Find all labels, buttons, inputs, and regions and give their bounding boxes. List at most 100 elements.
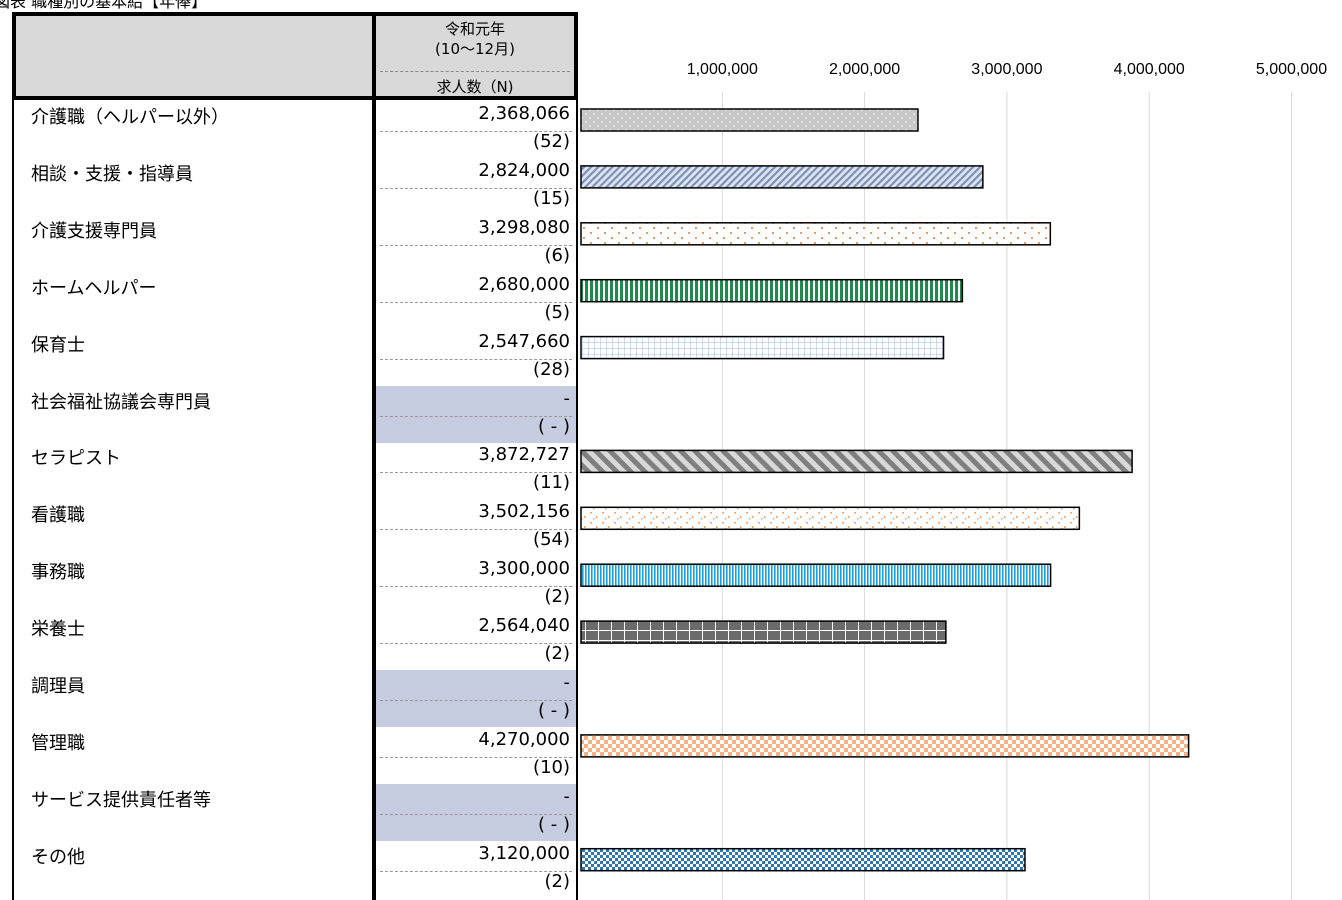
row-count: (2) <box>544 643 571 665</box>
cell-divider <box>380 700 572 701</box>
value-cell: 2,368,066 (52) <box>376 101 576 158</box>
bar-5 <box>580 335 945 360</box>
row-value: 2,564,040 <box>478 615 570 637</box>
cell-divider <box>380 813 572 815</box>
row-label: 介護職（ヘルパー以外） <box>31 107 229 128</box>
header-year: 令和元年 <box>444 20 505 38</box>
bar-7 <box>580 449 1133 474</box>
value-cell: 2,680,000 (5) <box>376 272 576 329</box>
row-count: (10) <box>533 756 570 778</box>
cell-divider <box>380 358 572 360</box>
value-cell: - ( - ) <box>376 385 576 443</box>
table-row: 社会福祉協議会専門員 - ( - ) <box>0 385 580 443</box>
row-value: 3,298,080 <box>478 216 570 238</box>
cell-divider <box>380 244 572 246</box>
cell-divider <box>380 131 572 132</box>
row-value: 2,368,066 <box>478 103 570 124</box>
cell-divider <box>380 756 572 758</box>
bar-9 <box>580 563 1052 587</box>
value-cell: - ( - ) <box>376 670 576 727</box>
cell-divider <box>380 415 572 417</box>
row-label: サービス提供責任者等 <box>31 789 211 811</box>
table-row: 介護支援専門員 3,298,080 (6) <box>0 215 580 272</box>
row-label: セラピスト <box>31 448 121 470</box>
row-label: 介護支援専門員 <box>31 220 157 242</box>
bar-12 <box>580 734 1190 758</box>
row-value: 3,502,156 <box>478 501 570 523</box>
row-count: (6) <box>544 244 571 266</box>
x-tick-label: 3,000,000 <box>971 61 1042 78</box>
row-label: 栄養士 <box>31 619 85 641</box>
bar-1 <box>580 108 919 132</box>
row-label: ホームヘルパー <box>31 277 157 299</box>
table-row: 管理職 4,270,000 (10) <box>0 727 580 784</box>
row-count: ( - ) <box>538 415 570 437</box>
value-cell: 2,564,040 (2) <box>376 613 576 670</box>
row-label: 調理員 <box>31 676 85 697</box>
bar-10 <box>580 620 947 644</box>
value-cell: 2,547,660 (28) <box>376 329 576 386</box>
x-tick-label: 5,000,000 <box>1256 61 1327 78</box>
row-value: 2,824,000 <box>478 159 570 181</box>
row-count: (2) <box>544 586 571 608</box>
row-count: (2) <box>544 870 571 892</box>
row-count: ( - ) <box>538 813 570 835</box>
table-header-value: 令和元年 (10～12月) 求人数（N) <box>372 12 578 100</box>
row-value: 3,300,000 <box>478 558 570 580</box>
row-label: 管理職 <box>31 732 85 754</box>
row-count: (11) <box>533 472 570 494</box>
table-row: 保育士 2,547,660 (28) <box>0 329 580 386</box>
row-label: その他 <box>31 846 85 868</box>
table-left-border <box>12 100 14 900</box>
row-label: 社会福祉協議会専門員 <box>31 391 211 413</box>
row-count: (5) <box>544 301 571 323</box>
value-cell: 3,872,727 (11) <box>376 442 576 499</box>
bar-4 <box>580 278 964 303</box>
table-value-border <box>576 100 578 900</box>
row-label: 看護職 <box>31 505 85 527</box>
row-count: (52) <box>533 131 570 152</box>
row-value: 4,270,000 <box>478 728 570 750</box>
row-value: 3,120,000 <box>478 842 570 864</box>
header-divider <box>380 71 570 72</box>
table-row: 介護職（ヘルパー以外） 2,368,066 (52) <box>0 101 580 158</box>
header-period: (10～12月) <box>435 40 515 58</box>
value-cell: 3,120,000 (2) <box>376 841 576 898</box>
bar-2 <box>580 165 984 189</box>
table-row: 相談・支援・指導員 2,824,000 (15) <box>0 158 580 215</box>
cell-divider <box>380 586 572 588</box>
chart-caption: 図表 職種別の基本給【年俸】 <box>0 0 208 11</box>
x-tick-label: 1,000,000 <box>687 61 758 78</box>
header-count: 求人数（N) <box>436 78 514 96</box>
value-cell: 4,270,000 (10) <box>376 727 576 784</box>
row-value: 3,872,727 <box>478 444 570 466</box>
cell-divider <box>380 529 572 531</box>
table-row: 看護職 3,502,156 (54) <box>0 499 580 556</box>
table-row: その他 3,120,000 (2) <box>0 841 580 898</box>
value-cell: 3,300,000 (2) <box>376 556 576 613</box>
table-row: 調理員 - ( - ) <box>0 670 580 727</box>
row-value: - <box>563 785 571 807</box>
bar-8 <box>580 506 1081 531</box>
cell-divider <box>380 472 572 474</box>
value-cell: 3,502,156 (54) <box>376 499 576 556</box>
cell-divider <box>380 870 572 872</box>
table-row: サービス提供責任者等 - ( - ) <box>0 783 580 841</box>
cell-divider <box>380 643 572 645</box>
bar-3 <box>580 222 1052 246</box>
value-cell: 2,824,000 (15) <box>376 158 576 215</box>
table-row: 栄養士 2,564,040 (2) <box>0 613 580 670</box>
row-count: (54) <box>533 529 570 551</box>
row-value: 2,680,000 <box>478 273 570 295</box>
row-count: ( - ) <box>538 700 570 721</box>
row-value: 2,547,660 <box>478 330 570 352</box>
row-label: 保育士 <box>31 334 85 356</box>
cell-divider <box>380 301 572 303</box>
bar-14 <box>580 847 1026 872</box>
x-tick-label: 4,000,000 <box>1114 61 1185 78</box>
value-cell: 3,298,080 (6) <box>376 215 576 272</box>
table-mid-border <box>372 100 376 900</box>
row-label: 事務職 <box>31 562 85 584</box>
table-row: ホームヘルパー 2,680,000 (5) <box>0 272 580 329</box>
